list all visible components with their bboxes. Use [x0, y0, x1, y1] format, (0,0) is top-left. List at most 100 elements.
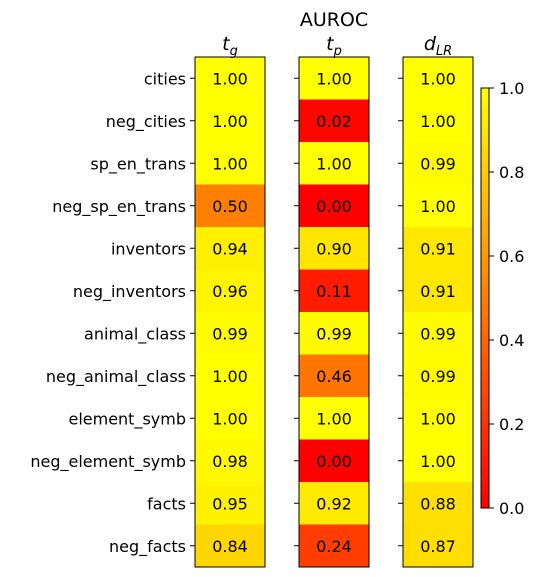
cell-value-label: 1.00: [420, 197, 456, 216]
colorbar-gradient: [480, 87, 490, 509]
cell-value-label: 1.00: [212, 112, 248, 131]
heatmap-cell-1-8: [299, 397, 369, 440]
cell-value-label: 1.00: [212, 409, 248, 428]
heatmap-panels: 1.00 1.00 1.00 0.50 0.94 0.96 0.99 1.00 1.00 0.98…: [30, 33, 474, 568]
heatmap-cell-2-7: [403, 354, 473, 398]
cell-value-label: 0.91: [420, 282, 456, 301]
heatmap-cell-2-11: [403, 524, 473, 568]
heatmap-cell-1-10: [299, 482, 369, 525]
cell-value-label: 1.00: [316, 154, 352, 173]
heatmap-cell-0-5: [195, 269, 265, 313]
heatmap-cell-1-9: [299, 439, 369, 483]
cell-value-label: 0.00: [316, 452, 352, 471]
cell-value-label: 0.50: [212, 197, 248, 216]
cell-value-label: 0.90: [316, 239, 352, 258]
cell-value-label: 1.00: [316, 409, 352, 428]
heatmap-cell-0-7: [195, 354, 265, 398]
heatmap-cell-0-11: [195, 524, 265, 568]
cell-value-label: 0.98: [212, 452, 248, 471]
cell-value-label: 0.94: [212, 239, 248, 258]
cell-value-label: 1.00: [212, 154, 248, 173]
cell-value-label: 1.00: [212, 69, 248, 88]
heatmap-cell-1-3: [299, 184, 369, 228]
heatmap-cell-2-2: [403, 142, 473, 185]
cell-value-label: 1.00: [420, 112, 456, 131]
heatmap-cell-1-4: [299, 227, 369, 270]
colorbar-tick-label: 0.4: [499, 331, 524, 350]
colorbar-tick-label: 0.2: [499, 415, 524, 434]
column-header: tp: [326, 33, 342, 59]
row-label: neg_animal_class: [46, 367, 186, 387]
chart-title: AUROC: [300, 9, 368, 31]
cell-value-label: 0.99: [420, 324, 456, 343]
row-label: neg_sp_en_trans: [52, 197, 186, 217]
cell-value-label: 0.00: [316, 197, 352, 216]
heatmap-panel-frame: [402, 56, 474, 568]
cell-value-label: 0.99: [212, 324, 248, 343]
heatmap-cell-2-1: [403, 99, 473, 143]
colorbar: 0.0 0.2 0.4 0.6 0.8 1.0: [480, 79, 524, 518]
heatmap-cell-2-9: [403, 439, 473, 483]
colorbar-tick-label: 0.6: [499, 247, 524, 266]
heatmap-cell-2-10: [403, 482, 473, 525]
cell-value-label: 1.00: [420, 69, 456, 88]
heatmap-cell-1-7: [299, 354, 369, 398]
row-label: cities: [144, 69, 186, 88]
cell-value-label: 0.92: [316, 494, 352, 513]
row-label: facts: [147, 494, 186, 513]
heatmap-cell-2-4: [403, 227, 473, 270]
heatmap-cell-2-8: [403, 397, 473, 440]
cell-value-label: 0.24: [316, 537, 352, 556]
heatmap-cell-0-9: [195, 439, 265, 483]
cell-value-label: 0.96: [212, 282, 248, 301]
cell-value-label: 1.00: [420, 409, 456, 428]
colorbar-tick-label: 0.8: [499, 163, 524, 182]
heatmap-cell-0-10: [195, 482, 265, 525]
heatmap-cell-2-3: [403, 184, 473, 228]
column-header: dLR: [424, 33, 452, 59]
row-label: neg_facts: [109, 537, 186, 557]
cell-value-label: 0.91: [420, 239, 456, 258]
colorbar-tick-label: 1.0: [499, 79, 524, 98]
cell-value-label: 0.11: [316, 282, 352, 301]
column-header: tg: [222, 33, 238, 59]
heatmap-cell-0-1: [195, 99, 265, 143]
heatmap-cell-1-6: [299, 312, 369, 355]
cell-value-label: 0.99: [420, 154, 456, 173]
heatmap-cell-2-0: [403, 57, 473, 100]
heatmap-cell-0-0: [195, 57, 265, 100]
cell-value-label: 0.84: [212, 537, 248, 556]
heatmap-cell-1-1: [299, 99, 369, 143]
heatmap-cell-0-2: [195, 142, 265, 185]
row-label: element_symb: [68, 409, 186, 429]
row-label: neg_element_symb: [30, 452, 186, 472]
cell-value-label: 0.46: [316, 367, 352, 386]
cell-value-label: 0.99: [316, 324, 352, 343]
heatmap-cell-0-8: [195, 397, 265, 440]
heatmap-cell-2-6: [403, 312, 473, 355]
heatmap-panel-frame: [298, 56, 370, 568]
heatmap-cell-2-5: [403, 269, 473, 313]
heatmap-cell-0-6: [195, 312, 265, 355]
cell-value-label: 0.87: [420, 537, 456, 556]
heatmap-panel-frame: [194, 56, 266, 568]
row-label: inventors: [111, 239, 186, 258]
colorbar-tick-label: 0.0: [499, 499, 524, 518]
heatmap-cell-0-4: [195, 227, 265, 270]
cell-value-label: 0.95: [212, 494, 248, 513]
row-label: neg_cities: [106, 112, 186, 132]
row-label: sp_en_trans: [90, 154, 186, 174]
heatmap-cell-1-2: [299, 142, 369, 185]
row-label: neg_inventors: [73, 282, 186, 302]
cell-value-label: 0.99: [420, 367, 456, 386]
cell-value-label: 0.02: [316, 112, 352, 131]
cell-value-label: 1.00: [316, 69, 352, 88]
cell-value-label: 1.00: [420, 452, 456, 471]
row-label: animal_class: [84, 324, 186, 344]
heatmap-cell-0-3: [195, 184, 265, 228]
cell-value-label: 1.00: [212, 367, 248, 386]
heatmap-cell-1-11: [299, 524, 369, 568]
heatmap-cell-1-0: [299, 57, 369, 100]
cell-value-label: 0.88: [420, 494, 456, 513]
